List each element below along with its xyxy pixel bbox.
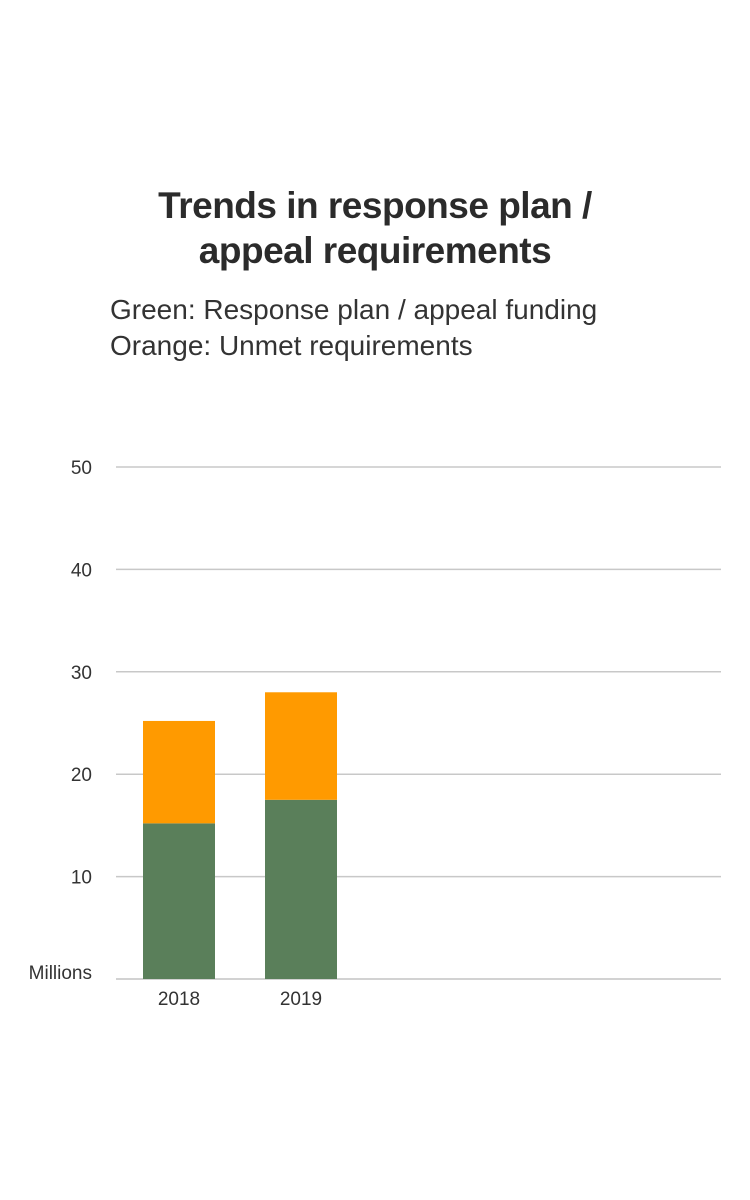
subtitle-orange-legend: Orange: Unmet requirements bbox=[110, 330, 473, 361]
bar-funding-2019 bbox=[265, 799, 337, 979]
chart-title: Trends in response plan / appeal require… bbox=[0, 183, 750, 273]
subtitle-green-legend: Green: Response plan / appeal funding bbox=[110, 294, 598, 325]
x-tick-label: 2019 bbox=[280, 989, 322, 1010]
bars bbox=[143, 692, 337, 979]
y-tick-label: 10 bbox=[71, 868, 92, 889]
y-axis-label: Millions bbox=[29, 963, 92, 984]
gridlines bbox=[116, 466, 721, 980]
bar-funding-2018 bbox=[143, 823, 215, 979]
bar-unmet-2019 bbox=[265, 692, 337, 800]
axis-labels: Millions 10 20 30 40 50 2018 2019 bbox=[29, 458, 323, 1010]
y-tick-label: 30 bbox=[71, 663, 92, 684]
y-tick-label: 40 bbox=[71, 560, 92, 581]
y-tick-label: 20 bbox=[71, 765, 92, 786]
x-tick-label: 2018 bbox=[158, 989, 200, 1010]
chart-title-line-1: Trends in response plan / bbox=[158, 185, 592, 226]
chart-subtitle: Green: Response plan / appeal funding Or… bbox=[110, 292, 597, 364]
bar-unmet-2018 bbox=[143, 720, 215, 824]
y-tick-label: 50 bbox=[71, 458, 92, 479]
chart-title-line-2: appeal requirements bbox=[198, 230, 552, 271]
